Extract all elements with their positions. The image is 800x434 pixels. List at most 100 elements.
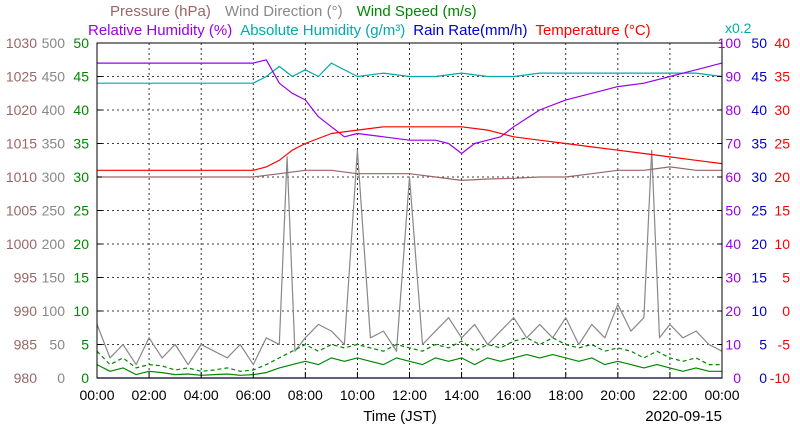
series-wind-speed-gust-m-s <box>96 337 722 372</box>
temperature-tick-label: -5 <box>778 337 791 353</box>
pressure-tick-label: 1020 <box>6 102 37 118</box>
wind-speed-tick-label: 20 <box>73 236 89 252</box>
wind-speed-tick-label: 35 <box>73 136 89 152</box>
temperature-tick-label: -10 <box>770 370 790 386</box>
x-tick-label: 10:00 <box>340 387 375 403</box>
wind-direction-tick-label: 450 <box>42 69 66 85</box>
rain-rate-tick-label: 30 <box>751 169 767 185</box>
rain-rate-tick-label: 40 <box>751 102 767 118</box>
series-temperature-c <box>97 126 723 171</box>
rain-rate-tick-label: 10 <box>751 303 767 319</box>
rain-rate-tick-label: 20 <box>751 236 767 252</box>
scale-note: x0.2 <box>725 20 752 36</box>
humidity-tick-label: 0 <box>733 370 741 386</box>
legend-entry: Wind Direction (°) <box>225 3 343 20</box>
wind-direction-tick-label: 0 <box>57 370 65 386</box>
pressure-tick-label: 980 <box>14 370 38 386</box>
x-tick-label: 00:00 <box>79 387 114 403</box>
legend-entry: Pressure (hPa) <box>110 3 211 20</box>
rain-rate-tick-label: 0 <box>759 370 767 386</box>
wind-direction-tick-label: 100 <box>42 303 66 319</box>
pressure-tick-label: 1000 <box>6 236 37 252</box>
pressure-tick-label: 1005 <box>6 203 37 219</box>
humidity-tick-label: 30 <box>725 270 741 286</box>
x-axis-title: Time (JST) <box>363 408 437 425</box>
wind-direction-tick-label: 250 <box>42 203 66 219</box>
wind-speed-tick-label: 25 <box>73 203 89 219</box>
wind-speed-tick-label: 45 <box>73 69 89 85</box>
pressure-tick-label: 1025 <box>6 69 37 85</box>
humidity-tick-label: 90 <box>725 69 741 85</box>
pressure-tick-label: 995 <box>14 270 38 286</box>
axes: 9809859909951000100510101015102010251030… <box>6 35 790 386</box>
wind-speed-tick-label: 0 <box>81 370 89 386</box>
x-tick-label: 14:00 <box>444 387 479 403</box>
rain-rate-tick-label: 50 <box>751 35 767 51</box>
legend-entry: Wind Speed (m/s) <box>357 3 477 20</box>
humidity-tick-label: 50 <box>725 203 741 219</box>
pressure-tick-label: 1015 <box>6 136 37 152</box>
temperature-tick-label: 40 <box>774 35 790 51</box>
legend-entry: Temperature (°C) <box>535 22 650 39</box>
x-tick-label: 02:00 <box>132 387 167 403</box>
wind-direction-tick-label: 200 <box>42 236 66 252</box>
temperature-tick-label: 0 <box>782 303 790 319</box>
wind-speed-tick-label: 40 <box>73 102 89 118</box>
x-tick-label: 16:00 <box>496 387 531 403</box>
series-relative-humidity <box>97 59 723 155</box>
x-tick-label: 18:00 <box>548 387 583 403</box>
grid <box>97 43 722 378</box>
x-tick-label: 20:00 <box>600 387 635 403</box>
humidity-tick-label: 80 <box>725 102 741 118</box>
x-tick-label: 12:00 <box>392 387 427 403</box>
wind-direction-tick-label: 500 <box>42 35 66 51</box>
rain-rate-tick-label: 15 <box>751 270 767 286</box>
x-tick-label: 08:00 <box>288 387 323 403</box>
series-pressure-hpa <box>97 166 722 181</box>
pressure-tick-label: 1010 <box>6 169 37 185</box>
humidity-tick-label: 60 <box>725 169 741 185</box>
pressure-tick-label: 990 <box>14 303 38 319</box>
x-axis: 00:00 02:00 04:00 06:00 08:00 10:00 12:00 14:00… <box>79 372 740 403</box>
legend-entry: Relative Humidity (%) <box>88 22 232 39</box>
rain-rate-tick-label: 45 <box>751 69 767 85</box>
temperature-tick-label: 15 <box>774 203 790 219</box>
pressure-tick-label: 985 <box>14 337 38 353</box>
legend: Pressure (hPa) Wind Direction (°) Wind Spe… <box>88 3 752 39</box>
x-tick-label: 00:00 <box>704 387 739 403</box>
rain-rate-tick-label: 5 <box>759 337 767 353</box>
x-tick-label: 04:00 <box>184 387 219 403</box>
wind-direction-tick-label: 400 <box>42 102 66 118</box>
humidity-tick-label: 40 <box>725 236 741 252</box>
rain-rate-tick-label: 25 <box>751 203 767 219</box>
wind-speed-tick-label: 10 <box>73 303 89 319</box>
temperature-tick-label: 10 <box>774 236 790 252</box>
wind-direction-tick-label: 300 <box>42 169 66 185</box>
temperature-tick-label: 20 <box>774 169 790 185</box>
series-absolute-humidity-g-m <box>97 62 723 84</box>
humidity-tick-label: 10 <box>725 337 741 353</box>
legend-entry: Absolute Humidity (g/m³) <box>240 22 405 39</box>
pressure-tick-label: 1030 <box>6 35 37 51</box>
series-wind-direction <box>96 149 723 366</box>
wind-speed-tick-label: 5 <box>81 337 89 353</box>
wind-direction-tick-label: 150 <box>42 270 66 286</box>
x-tick-label: 06:00 <box>236 387 271 403</box>
temperature-tick-label: 25 <box>774 136 790 152</box>
humidity-tick-label: 100 <box>718 35 742 51</box>
legend-entry: Rain Rate(mm/h) <box>413 22 527 39</box>
wind-direction-tick-label: 50 <box>49 337 65 353</box>
wind-speed-tick-label: 15 <box>73 270 89 286</box>
rain-rate-tick-label: 35 <box>751 136 767 152</box>
humidity-tick-label: 70 <box>725 136 741 152</box>
wind-speed-tick-label: 50 <box>73 35 89 51</box>
x-tick-label: 22:00 <box>652 387 687 403</box>
humidity-tick-label: 20 <box>725 303 741 319</box>
temperature-tick-label: 35 <box>774 69 790 85</box>
date-label: 2020-09-15 <box>645 408 722 425</box>
temperature-tick-label: 30 <box>774 102 790 118</box>
temperature-tick-label: 5 <box>782 270 790 286</box>
wind-direction-tick-label: 350 <box>42 136 66 152</box>
